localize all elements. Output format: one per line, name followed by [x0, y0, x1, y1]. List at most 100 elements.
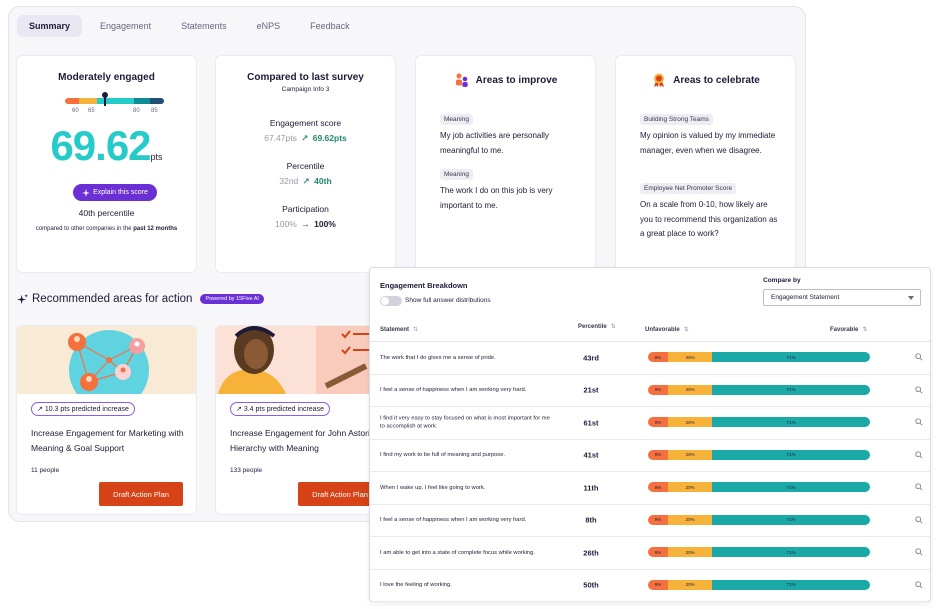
summary-panel: Summary Engagement Statements eNPS Feedb… [8, 6, 806, 522]
tab-enps[interactable]: eNPS [256, 21, 281, 31]
areas-to-celebrate-card: Areas to celebrate Building Strong Teams… [615, 55, 796, 273]
sort-icon: ⇅ [413, 327, 419, 333]
distribution-bar: 9% 20% 71% [648, 547, 870, 557]
engagement-breakdown-panel: Engagement Breakdown Show full answer di… [369, 267, 931, 602]
table-row[interactable]: I feel a sense of happiness when I am wo… [370, 375, 930, 407]
draft-action-plan-button[interactable]: Draft Action Plan [99, 482, 183, 506]
sort-icon: ⇅ [683, 327, 689, 333]
areas-to-improve-card: Areas to improve Meaning My job activiti… [415, 55, 596, 273]
explain-score-label: Explain this score [93, 189, 148, 196]
metric-new: 40th [314, 176, 332, 186]
search-icon[interactable] [915, 353, 923, 361]
celebrate-header: Areas to celebrate [616, 72, 795, 88]
arrow-up-right-icon: ↗ [236, 406, 244, 413]
recommended-title: Recommended areas for action [32, 293, 193, 305]
people-count: 133 people [230, 467, 263, 474]
metric-label: Participation [282, 204, 329, 214]
percentile-value: 11th [583, 483, 599, 493]
neutral-segment: 20% [667, 384, 713, 395]
unfavorable-segment: 9% [648, 449, 668, 460]
column-header-label: Unfavorable [645, 326, 680, 333]
arrow-right-icon: → [301, 219, 310, 229]
score-unit: pts [150, 152, 163, 162]
gauge-segment [78, 98, 97, 104]
table-row[interactable]: The work that I do gives me a sense of p… [370, 342, 930, 375]
engagement-level-heading: Moderately engaged [58, 72, 155, 83]
recommendation-card[interactable]: ↗ 10.3 pts predicted increase Increase E… [16, 325, 197, 515]
predicted-increase-text: 3.4 pts predicted increase [243, 406, 324, 413]
table-row[interactable]: I am able to get into a state of complet… [370, 537, 930, 570]
tab-engagement[interactable]: Engagement [100, 21, 152, 31]
neutral-segment: 20% [667, 417, 713, 427]
compared-card: Compared to last survey Campaign Info 3 … [215, 55, 396, 273]
gauge-ticks: 60 65 80 85 [17, 108, 196, 118]
neutral-segment: 20% [667, 449, 713, 460]
table-row[interactable]: When I wake up, I feel like going to wor… [370, 472, 930, 505]
sparkle-icon [82, 188, 91, 197]
explain-score-button[interactable]: Explain this score [73, 184, 157, 201]
percentile-value: 21st [583, 385, 599, 395]
gauge-segment [96, 98, 135, 104]
toggle-label: Show full answer distributions [405, 297, 491, 304]
draft-action-plan-button[interactable]: Draft Action Plan [298, 482, 382, 506]
distribution-toggle[interactable] [380, 296, 402, 306]
favorable-segment: 71% [712, 579, 870, 590]
tab-summary[interactable]: Summary [17, 15, 83, 37]
search-icon[interactable] [915, 548, 923, 556]
column-header-statement[interactable]: Statement ⇅ [380, 326, 419, 334]
compare-by-value: Engagement Statement [771, 294, 840, 301]
improve-heading: Areas to improve [475, 74, 558, 86]
tab-feedback[interactable]: Feedback [310, 21, 350, 31]
favorable-segment: 71% [712, 482, 870, 492]
statement-text: I find my work to be full of meaning and… [380, 452, 506, 458]
tab-statements[interactable]: Statements [181, 21, 227, 31]
gauge-tick: 85 [151, 108, 158, 114]
search-icon[interactable] [915, 483, 923, 491]
favorable-segment: 71% [712, 514, 870, 525]
column-header-label: Favorable [830, 326, 859, 333]
column-header-unfavorable[interactable]: Unfavorable ⇅ [645, 326, 689, 334]
column-header-favorable[interactable]: Favorable ⇅ [830, 326, 868, 334]
sort-icon: ⇅ [862, 327, 868, 333]
neutral-segment: 20% [667, 514, 713, 525]
percentile-value: 8th [585, 515, 597, 525]
search-icon[interactable] [915, 580, 923, 589]
search-icon[interactable] [915, 515, 923, 524]
distribution-bar: 9% 20% 71% [648, 352, 870, 362]
gauge-segment [134, 98, 151, 104]
category-tag: Meaning [440, 114, 473, 125]
category-tag: Building Strong Teams [640, 114, 713, 125]
recommendation-title: Increase Engagement for Marketing with M… [31, 428, 184, 453]
award-ribbon-icon [654, 73, 665, 88]
ai-badge: Powered by 15Five AI [200, 294, 264, 304]
statement-text: I love the feeling of working. [380, 582, 452, 588]
search-icon[interactable] [915, 450, 923, 459]
neutral-segment: 20% [667, 579, 713, 590]
metric-old: 67.47pts [264, 133, 297, 143]
recommendation-title: Increase Engagement for John Astorino's … [230, 428, 386, 453]
unfavorable-segment: 9% [648, 384, 668, 395]
celebrate-statement: On a scale from 0-10, how likely are you… [640, 200, 778, 238]
table-row[interactable]: I feel a sense of happiness when I am wo… [370, 505, 930, 537]
table-row[interactable]: I love the feeling of working. 50th 9% 20% 7… [370, 570, 930, 602]
predicted-increase-badge: ↗ 3.4 pts predicted increase [230, 402, 330, 416]
arrow-up-right-icon: ↗ [301, 133, 309, 143]
people-icon [455, 73, 468, 87]
table-row[interactable]: I find it very easy to stay focused on w… [370, 407, 930, 440]
statement-text: The work that I do gives me a sense of p… [380, 354, 496, 361]
header-divider [370, 341, 930, 342]
metric-new: 100% [314, 219, 336, 229]
favorable-segment: 71% [712, 417, 870, 427]
gauge-segment [65, 98, 79, 104]
search-icon[interactable] [915, 385, 923, 394]
compare-by-select[interactable]: Engagement Statement [763, 289, 921, 306]
recommendation-card[interactable]: ↗ 3.4 pts predicted increase Increase En… [215, 325, 396, 515]
gauge-tick: 80 [133, 108, 140, 114]
predicted-increase-badge: ↗ 10.3 pts predicted increase [31, 402, 135, 416]
column-header-percentile[interactable]: Percentile ⇅ [578, 323, 616, 331]
percentile-value: 41st [583, 450, 599, 460]
context-period: past 12 months [133, 226, 178, 232]
statement-text: I find it very easy to stay focused on w… [380, 415, 550, 430]
table-row[interactable]: I find my work to be full of meaning and… [370, 440, 930, 472]
search-icon[interactable] [915, 418, 923, 426]
